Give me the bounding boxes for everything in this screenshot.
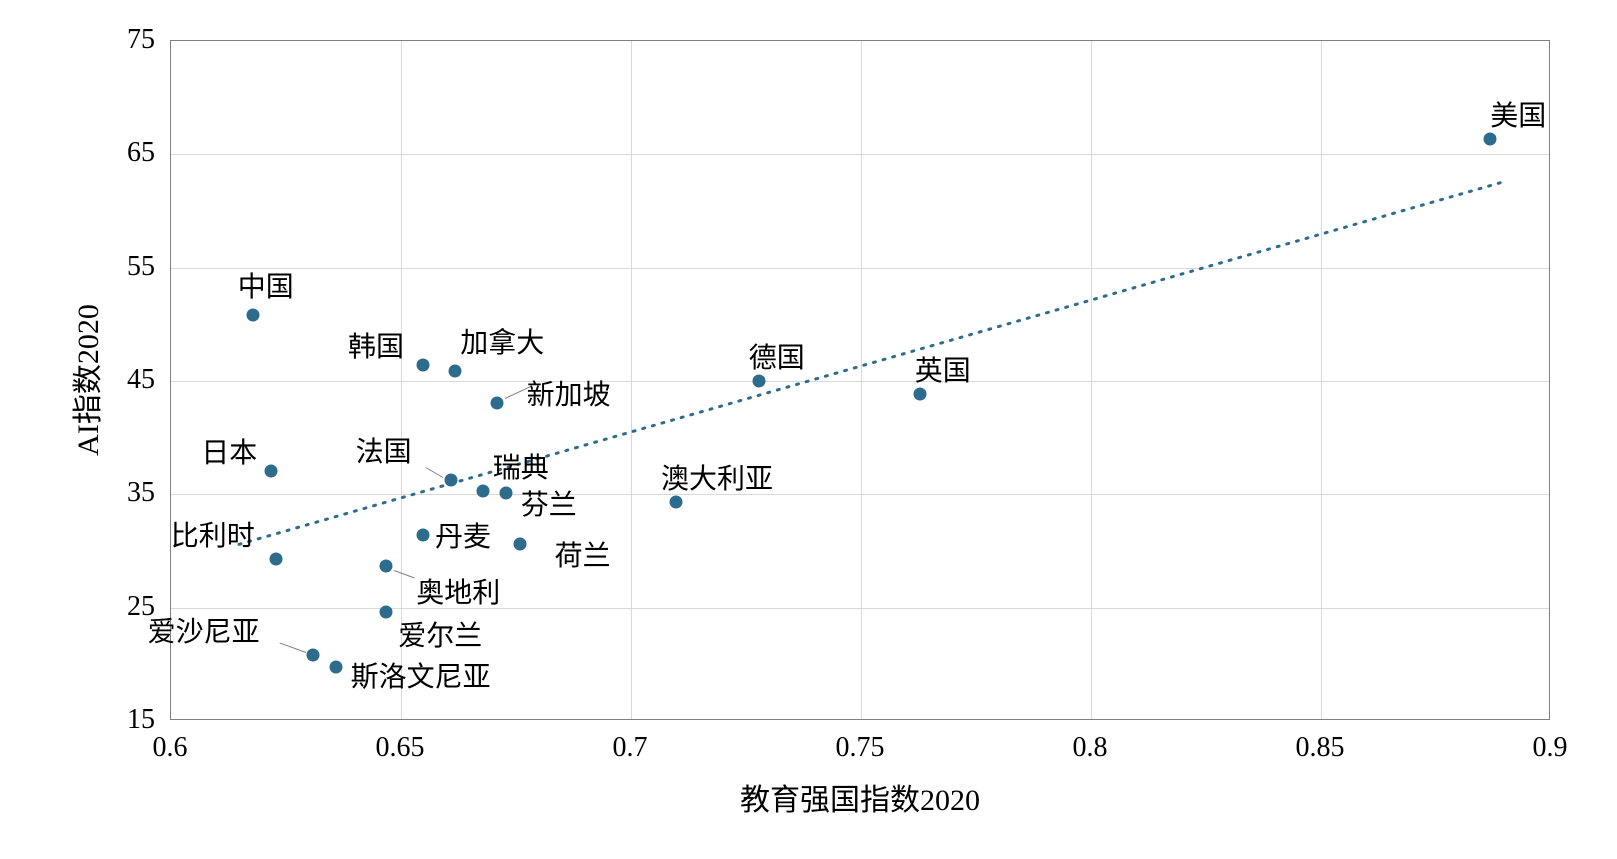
plot-area [170, 40, 1550, 720]
x-tick-label: 0.6 [153, 732, 188, 764]
x-tick-label: 0.8 [1073, 732, 1108, 764]
data-point [417, 529, 430, 542]
grid-line-horizontal [171, 154, 1549, 155]
data-point [380, 559, 393, 572]
data-point [499, 487, 512, 500]
data-label: 美国 [1490, 94, 1546, 134]
grid-line-horizontal [171, 268, 1549, 269]
data-label: 爱尔兰 [398, 614, 482, 654]
data-label: 澳大利亚 [661, 457, 773, 497]
data-point [246, 309, 259, 322]
data-point [1484, 132, 1497, 145]
data-label: 德国 [749, 336, 805, 376]
data-point [476, 485, 489, 498]
data-point [380, 606, 393, 619]
data-point [449, 364, 462, 377]
data-point [913, 387, 926, 400]
y-axis-label: AI指数2020 [63, 304, 107, 456]
data-point [269, 553, 282, 566]
y-tick-label: 75 [127, 24, 155, 56]
data-label: 荷兰 [555, 534, 611, 574]
grid-line-vertical [1321, 41, 1322, 719]
grid-line-horizontal [171, 494, 1549, 495]
data-label: 英国 [915, 349, 971, 389]
y-tick-label: 35 [127, 477, 155, 509]
x-tick-label: 0.9 [1533, 732, 1568, 764]
x-tick-label: 0.85 [1296, 732, 1345, 764]
x-tick-label: 0.65 [376, 732, 425, 764]
data-point [752, 375, 765, 388]
data-label: 韩国 [348, 325, 404, 365]
data-label: 新加坡 [527, 373, 611, 413]
data-label: 瑞典 [493, 446, 549, 486]
data-label: 芬兰 [521, 483, 577, 523]
y-tick-label: 55 [127, 251, 155, 283]
y-tick-label: 15 [127, 704, 155, 736]
data-point [329, 660, 342, 673]
scatter-chart: 教育强国指数2020 AI指数2020 0.6 0.65 0.7 0.75 0.8 0.8… [50, 20, 1570, 840]
data-label: 斯洛文尼亚 [351, 655, 491, 695]
data-point [306, 649, 319, 662]
data-label: 法国 [356, 430, 412, 470]
data-point [513, 538, 526, 551]
data-point [444, 473, 457, 486]
data-label: 加拿大 [460, 321, 544, 361]
grid-line-vertical [1091, 41, 1092, 719]
grid-line-vertical [861, 41, 862, 719]
data-label: 奥地利 [416, 571, 500, 611]
grid-line-horizontal [171, 381, 1549, 382]
x-axis-label: 教育强国指数2020 [740, 775, 980, 819]
data-label: 比利时 [171, 514, 255, 554]
data-point [490, 396, 503, 409]
data-point [670, 496, 683, 509]
y-tick-label: 65 [127, 137, 155, 169]
data-point [417, 359, 430, 372]
x-tick-label: 0.75 [836, 732, 885, 764]
x-tick-label: 0.7 [613, 732, 648, 764]
data-label: 丹麦 [435, 515, 491, 555]
data-label: 中国 [238, 265, 294, 305]
y-tick-label: 45 [127, 364, 155, 396]
grid-line-vertical [631, 41, 632, 719]
data-point [265, 464, 278, 477]
data-label: 日本 [201, 431, 257, 471]
data-label: 爱沙尼亚 [148, 610, 260, 650]
grid-line-horizontal [171, 608, 1549, 609]
